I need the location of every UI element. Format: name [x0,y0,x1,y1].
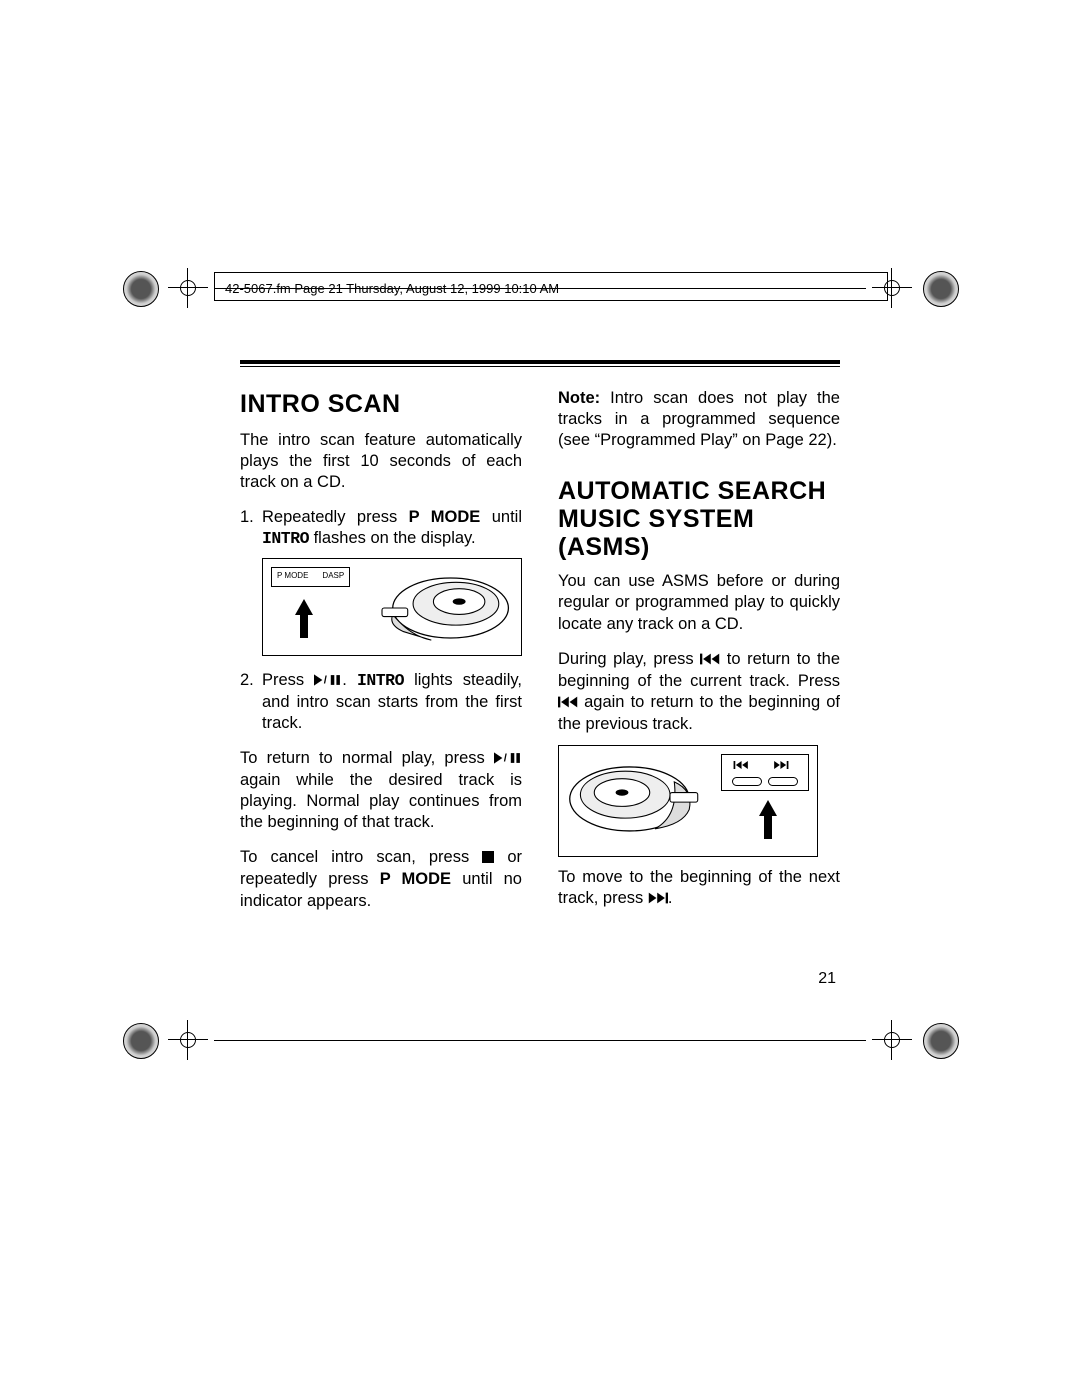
p3b: . [668,889,673,907]
crop-cross-br [872,1020,912,1060]
step-2-text: Press / . INTRO lights steadily, and int… [262,670,522,734]
track-buttons-box [721,754,809,791]
intro-label: INTRO [262,529,309,548]
crop-cross-bl [168,1020,208,1060]
oval-next [768,777,798,786]
p2c: again to return to the beginning of the … [558,693,840,733]
lcd-label-pmode: P MODE [277,571,308,581]
step-2-number: 2. [240,670,262,734]
play-pause-icon-2: / [494,749,522,770]
crop-circle-tl [120,268,160,308]
p3a: To move to the beginning of the next tra… [558,868,840,907]
left-column: INTRO SCAN The intro scan feature automa… [240,388,522,912]
lcd-label-dasp: DASP [322,571,344,581]
right-column: Note: Intro scan does not play the track… [558,388,840,912]
lcd-box: P MODE DASP [271,567,350,587]
heading-asms: AUTOMATIC SEARCH MUSIC SYSTEM (ASMS) [558,477,840,561]
step-2: 2. Press / . INTRO lights steadily, and … [240,670,522,734]
cd-player-icon-2 [563,752,713,848]
svg-text:/: / [324,674,327,686]
asms-p1: You can use ASMS before or during regula… [558,571,840,634]
crop-circle-tr [920,268,960,308]
prev-mini-icon [732,761,750,774]
asms-p3: To move to the beginning of the next tra… [558,867,840,910]
step2-pre: Press [262,671,314,689]
intro-label-2: INTRO [357,671,404,690]
cd-player-icon [367,565,517,651]
track-button-ovals [732,777,798,786]
crop-circle-bl [120,1020,160,1060]
step1-pre: Repeatedly press [262,508,409,526]
cancel-paragraph: To cancel intro scan, press or repeatedl… [240,847,522,911]
note-body: Intro scan does not play the tracks in a… [558,389,840,449]
track-buttons-labels [732,761,798,774]
heading-intro-scan: INTRO SCAN [240,388,522,420]
oval-prev [732,777,762,786]
note-label: Note: [558,389,600,407]
next-track-icon [648,889,668,910]
next-mini-icon [772,761,790,774]
content-columns: INTRO SCAN The intro scan feature automa… [240,388,840,912]
return-p2: again while the desired track is playing… [240,771,522,831]
step1-post: until [480,508,522,526]
section-rule [240,360,840,367]
return-p1: To return to normal play, press [240,749,494,767]
crop-line-bottom [214,1040,866,1041]
arrow-up-icon-2 [759,800,777,816]
intro-paragraph: The intro scan feature automatically pla… [240,430,522,493]
prev-track-icon-2 [558,693,578,714]
page-number: 21 [818,970,836,988]
arrow-up-icon [295,599,313,615]
step-1-number: 1. [240,507,262,549]
note-paragraph: Note: Intro scan does not play the track… [558,388,840,451]
asms-p2: During play, press to return to the begi… [558,649,840,735]
step2-dot: . [342,671,357,689]
pmode-label: P MODE [409,508,481,526]
return-paragraph: To return to normal play, press / again … [240,748,522,833]
crop-cross-tr [872,268,912,308]
illustration-pmode: P MODE DASP [262,558,522,656]
cancel-p1: To cancel intro scan, press [240,848,482,866]
prev-track-icon [700,650,720,671]
stop-icon [482,848,494,869]
header-frame: 42-5067.fm Page 21 Thursday, August 12, … [214,272,888,301]
illustration-asms [558,745,818,857]
crop-circle-br [920,1020,960,1060]
crop-line-top [214,288,866,289]
svg-text:/: / [504,752,507,764]
step-1-text: Repeatedly press P MODE until INTRO flas… [262,507,522,549]
crop-cross-tl [168,268,208,308]
page: 42-5067.fm Page 21 Thursday, August 12, … [0,0,1080,1397]
play-pause-icon: / [314,671,342,692]
p2a: During play, press [558,650,700,668]
step1-end: flashes on the display. [309,529,476,547]
step-1: 1. Repeatedly press P MODE until INTRO f… [240,507,522,549]
pmode-label-2: P MODE [380,870,451,888]
